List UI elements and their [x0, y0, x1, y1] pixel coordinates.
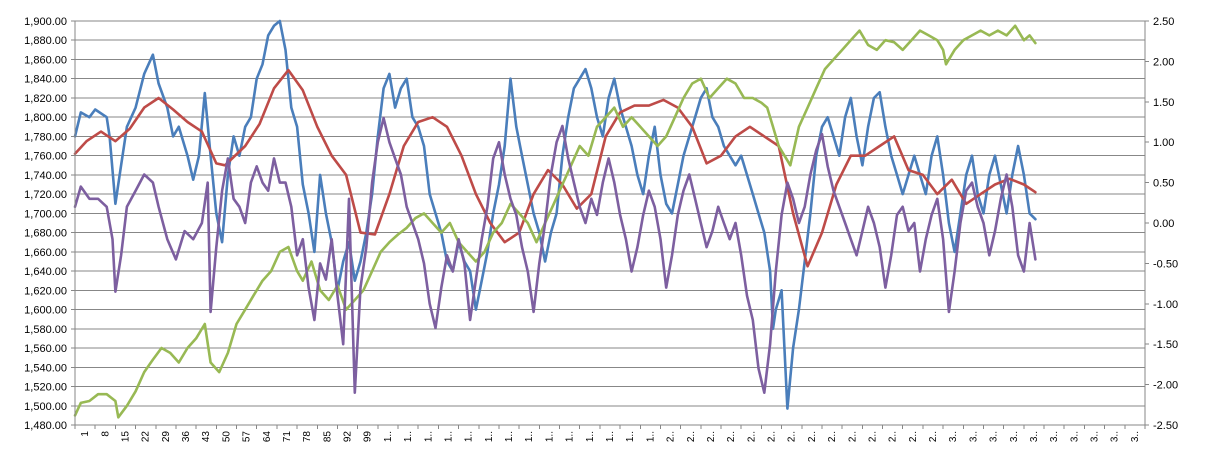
x-tick-label: 50 [221, 431, 232, 443]
y-left-tick-label: 1,640.00 [24, 266, 67, 278]
x-tick-label: 2.. [726, 431, 737, 442]
x-tick-label: 2.. [807, 431, 818, 442]
y-left-tick-label: 1,740.00 [24, 170, 67, 182]
y-right-tick-label: 1.00 [1153, 137, 1174, 149]
y-left-tick-label: 1,620.00 [24, 285, 67, 297]
x-tick-label: 3.. [989, 431, 1000, 442]
y-right-tick-label: 0.50 [1153, 178, 1174, 190]
y-left-tick-label: 1,700.00 [24, 208, 67, 220]
y-left-tick-label: 1,880.00 [24, 35, 67, 47]
y-right-tick-label: -1.00 [1153, 299, 1178, 311]
x-tick-label: 1 [80, 431, 91, 437]
x-tick-label: 1.. [403, 431, 414, 442]
x-tick-label: 3.. [968, 431, 979, 442]
y-right-tick-label: 1.50 [1153, 97, 1174, 109]
x-tick-label: 3.. [1090, 431, 1101, 442]
y-left-tick-label: 1,720.00 [24, 189, 67, 201]
x-tick-label: 2.. [888, 431, 899, 442]
y-left-tick-label: 1,860.00 [24, 54, 67, 66]
x-tick-label: 3.. [1069, 431, 1080, 442]
y-left-tick-label: 1,780.00 [24, 131, 67, 143]
x-tick-label: 2.. [666, 431, 677, 442]
series-lines [73, 19, 1037, 419]
y-left-tick-label: 1,680.00 [24, 228, 67, 240]
x-tick-label: 1.. [605, 431, 616, 442]
y-right-tick-label: -2.50 [1153, 420, 1178, 432]
y-right-tick-label: 2.50 [1153, 16, 1174, 28]
x-tick-label: 2.. [847, 431, 858, 442]
y-left-tick-label: 1,800.00 [24, 112, 67, 124]
x-tick-label: 3.. [948, 431, 959, 442]
y-left-tick-label: 1,580.00 [24, 324, 67, 336]
x-tick-label: 92 [343, 431, 354, 443]
y-right-tick-label: -2.00 [1153, 380, 1178, 392]
x-tick-label: 2.. [867, 431, 878, 442]
x-tick-label: 57 [242, 431, 253, 443]
x-tick-label: 1.. [464, 431, 475, 442]
x-tick-label: 3.. [1009, 431, 1020, 442]
x-tick-label: 2.. [706, 431, 717, 442]
x-tick-label: 2.. [928, 431, 939, 442]
y-right-tick-label: 2.00 [1153, 56, 1174, 68]
x-tick-label: 8 [100, 431, 111, 437]
x-axis: 1 8 15 22 29 36 43 50 57 64 71 78 85 92 99 1.. 1.. 1.. 1..… [74, 425, 1146, 443]
series-line-1 [73, 19, 1037, 410]
series-line-3 [73, 24, 1037, 419]
y-axis-right: -2.50 -2.00 -1.50 -1.00 -0.50 0.00 0.50 1.00 1.5… [1145, 16, 1178, 432]
x-tick-label: 3.. [1029, 431, 1040, 442]
y-left-tick-label: 1,480.00 [24, 420, 67, 432]
x-tick-label: 15 [120, 431, 131, 443]
x-tick-label: 1.. [625, 431, 636, 442]
x-tick-label: 1.. [585, 431, 596, 442]
y-left-tick-label: 1,820.00 [24, 93, 67, 105]
x-tick-label: 78 [302, 431, 313, 443]
x-tick-label: 43 [201, 431, 212, 443]
x-tick-label: 1.. [524, 431, 535, 442]
y-left-tick-label: 1,840.00 [24, 74, 67, 86]
x-tick-label: 22 [141, 431, 152, 443]
x-tick-label: 3.. [1049, 431, 1060, 442]
y-left-tick-label: 1,660.00 [24, 247, 67, 259]
x-tick-label: 1.. [423, 431, 434, 442]
y-right-tick-label: 0.00 [1153, 218, 1174, 230]
x-tick-label: 1.. [565, 431, 576, 442]
x-tick-label: 1.. [645, 431, 656, 442]
y-left-tick-label: 1,500.00 [24, 401, 67, 413]
x-tick-label: 2.. [827, 431, 838, 442]
y-left-tick-label: 1,760.00 [24, 151, 67, 163]
x-tick-label: 2.. [787, 431, 798, 442]
x-tick-label: 3.. [1130, 431, 1141, 442]
x-tick-label: 2.. [686, 431, 697, 442]
x-tick-label: 64 [262, 431, 273, 443]
x-tick-label: 29 [161, 431, 172, 443]
x-tick-label: 1.. [504, 431, 515, 442]
y-left-tick-label: 1,560.00 [24, 343, 67, 355]
x-tick-label: 1.. [544, 431, 555, 442]
x-tick-label: 36 [181, 431, 192, 443]
x-tick-label: 1.. [484, 431, 495, 442]
x-tick-label: 2.. [908, 431, 919, 442]
x-tick-label: 1.. [443, 431, 454, 442]
x-tick-label: 85 [322, 431, 333, 443]
y-left-tick-label: 1,900.00 [24, 16, 67, 28]
gridlines [75, 20, 1145, 426]
x-tick-label: 2.. [746, 431, 757, 442]
y-left-tick-label: 1,520.00 [24, 382, 67, 394]
x-tick-label: 3.. [1110, 431, 1121, 442]
y-right-tick-label: -0.50 [1153, 258, 1178, 270]
x-tick-label: 1.. [383, 431, 394, 442]
x-tick-label: 2.. [767, 431, 778, 442]
x-tick-label: 99 [363, 431, 374, 443]
y-right-tick-label: -1.50 [1153, 339, 1178, 351]
y-left-tick-label: 1,600.00 [24, 305, 67, 317]
x-tick-label: 71 [282, 431, 293, 443]
series-line-4 [73, 116, 1037, 394]
y-left-tick-label: 1,540.00 [24, 362, 67, 374]
y-axis-left: 1,480.00 1,500.00 1,520.00 1,540.00 1,560.00… [24, 16, 75, 432]
